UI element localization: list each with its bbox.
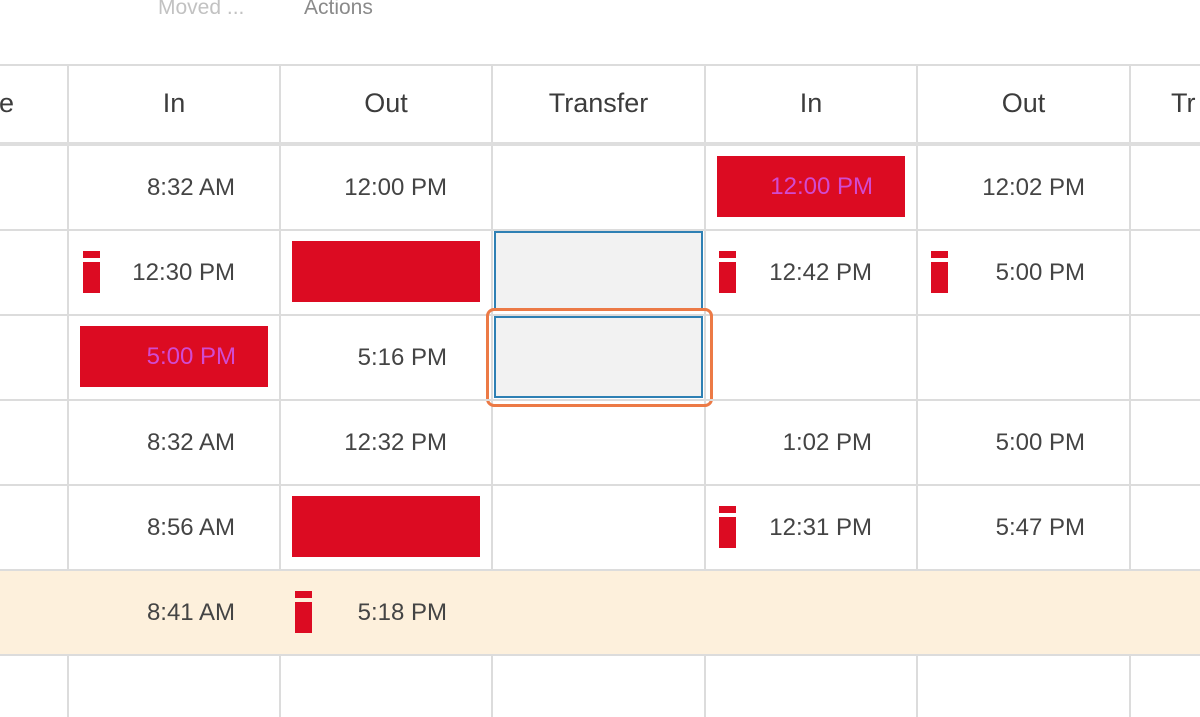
table-row-highlighted[interactable]: 8:41 AM 5:18 PM — [0, 571, 1200, 654]
in-time-text: 5:00 PM — [146, 342, 236, 370]
out-time-cell[interactable]: 12:32 PM — [344, 428, 447, 456]
row-divider — [0, 569, 1200, 571]
out-time-cell[interactable]: 5:18 PM — [357, 598, 447, 626]
missed-punch-cell[interactable] — [292, 496, 480, 557]
column-header-in[interactable]: In — [162, 87, 186, 118]
in-time-cell[interactable]: 8:32 AM — [146, 173, 235, 201]
timecard-grid: e In Out Transfer In Out Tr 8:32 AM 12:0… — [0, 64, 1200, 717]
in-time-text: 12:00 PM — [770, 172, 873, 200]
missed-punch-cell[interactable]: 5:00 PM — [80, 326, 268, 387]
row-divider — [0, 314, 1200, 316]
flag-marker-icon — [83, 251, 100, 293]
row-divider — [0, 229, 1200, 231]
in-time-cell[interactable]: 8:32 AM — [146, 428, 235, 456]
missed-punch-cell[interactable] — [292, 241, 480, 302]
in-time-cell[interactable]: 12:42 PM — [769, 258, 872, 286]
column-header-transfer[interactable]: Transfer — [548, 87, 649, 118]
column-header-transfer-2[interactable]: Tr — [1171, 87, 1196, 118]
flag-marker-icon — [719, 506, 736, 548]
grid-line — [916, 64, 918, 717]
missed-punch-cell[interactable]: 12:00 PM — [717, 156, 905, 217]
grid-line — [279, 64, 281, 717]
out-time-cell[interactable]: 5:16 PM — [357, 343, 447, 371]
row-divider — [0, 654, 1200, 656]
actions-tab[interactable]: Actions — [304, 0, 373, 19]
out-time-cell[interactable]: 5:00 PM — [995, 258, 1085, 286]
flag-marker-icon — [295, 591, 312, 633]
focus-ring — [486, 308, 713, 407]
column-header-time[interactable]: e — [0, 87, 14, 118]
table-row[interactable]: 5:00 PM 5:16 PM — [0, 308, 1200, 407]
flag-marker-icon — [931, 251, 948, 293]
grid-line — [0, 64, 1200, 66]
grid-line — [491, 64, 493, 717]
out-time-cell[interactable]: 12:00 PM — [344, 173, 447, 201]
grid-line — [67, 64, 69, 717]
table-row[interactable]: 8:32 AM 12:32 PM 1:02 PM 5:00 PM — [0, 401, 1200, 484]
in-time-cell[interactable]: 8:56 AM — [146, 513, 235, 541]
in-time-cell[interactable]: 12:30 PM — [132, 258, 235, 286]
column-header-in-2[interactable]: In — [799, 87, 823, 118]
transfer-input-focused[interactable] — [494, 316, 703, 398]
toolbar: Moved ... Actions — [0, 0, 1200, 64]
row-divider — [0, 484, 1200, 486]
column-header-out-2[interactable]: Out — [1001, 87, 1046, 118]
table-row[interactable]: 12:30 PM 12:42 PM 5:00 PM — [0, 231, 1200, 314]
out-time-cell[interactable]: 5:00 PM — [995, 428, 1085, 456]
column-header-out[interactable]: Out — [364, 87, 408, 118]
in-time-cell[interactable]: 12:31 PM — [769, 513, 872, 541]
out-time-cell[interactable]: 5:47 PM — [995, 513, 1085, 541]
transfer-input[interactable] — [494, 231, 703, 311]
grid-line — [704, 64, 706, 717]
table-row[interactable]: 8:32 AM 12:00 PM 12:00 PM 12:02 PM — [0, 146, 1200, 229]
in-time-cell[interactable]: 1:02 PM — [782, 428, 872, 456]
table-row[interactable]: 8:56 AM 12:31 PM 5:47 PM — [0, 486, 1200, 569]
grid-line — [1129, 64, 1131, 717]
row-divider — [0, 399, 1200, 401]
in-time-cell[interactable]: 8:41 AM — [146, 598, 235, 626]
table-row[interactable] — [0, 656, 1200, 717]
out-time-cell[interactable]: 12:02 PM — [982, 173, 1085, 201]
flag-marker-icon — [719, 251, 736, 293]
moved-tab[interactable]: Moved ... — [158, 0, 245, 19]
header-separator — [0, 142, 1200, 146]
